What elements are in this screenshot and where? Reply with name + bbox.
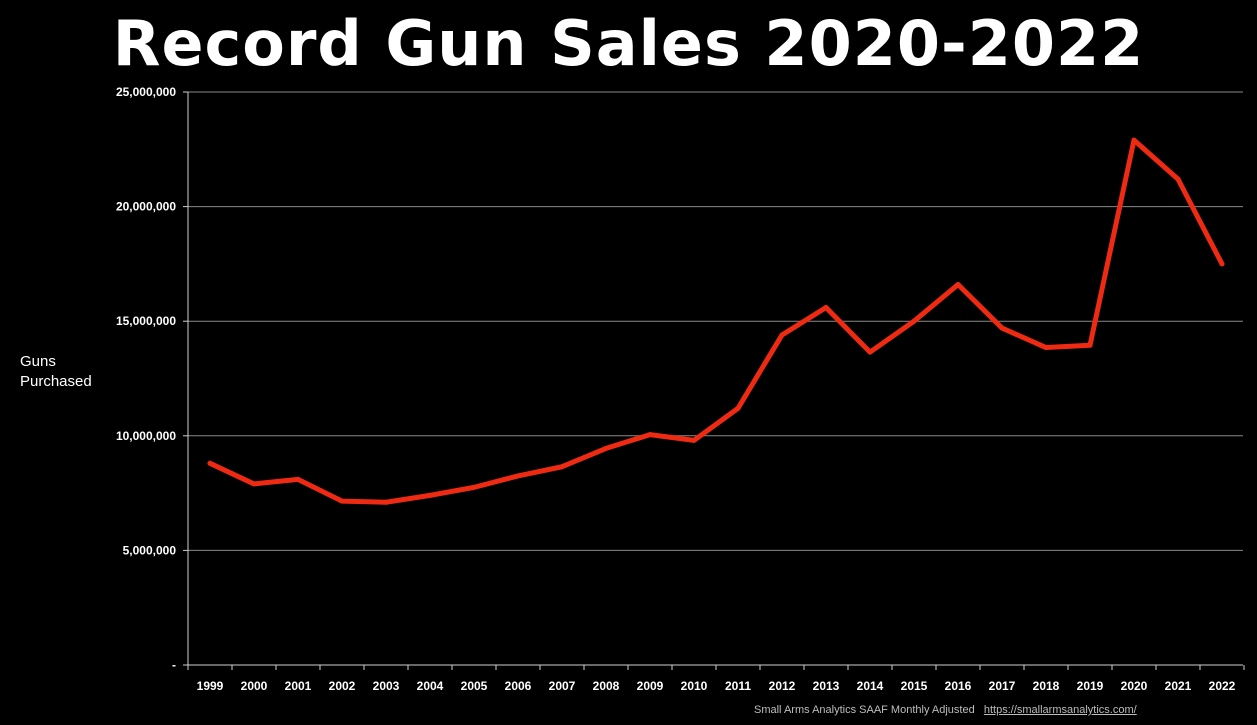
x-tick-label: 2019 [1077,679,1104,693]
data-point [647,432,653,438]
axes [183,91,1245,670]
data-point [867,349,873,355]
x-tick-label: 2004 [417,679,444,693]
y-tick-label: 10,000,000 [116,429,176,443]
data-point [1131,137,1137,143]
data-point [383,499,389,505]
data-point [999,325,1005,331]
x-tick-label: 2015 [901,679,928,693]
x-tick-label: 2003 [373,679,400,693]
x-tick-label: 2001 [285,679,312,693]
y-axis-label: Guns Purchased [20,352,92,392]
x-tick-label: 2009 [637,679,664,693]
source-note: Small Arms Analytics SAAF Monthly Adjust… [754,704,1137,716]
y-axis-label-line-1: Guns [20,353,56,370]
x-tick-label: 2012 [769,679,796,693]
data-point [427,492,433,498]
y-tick-label: 20,000,000 [116,200,176,214]
x-tick-label: 2014 [857,679,884,693]
source-link[interactable]: https://smallarmsanalytics.com/ [983,704,1137,716]
x-tick-label: 2005 [461,679,488,693]
x-tick-label: 2007 [549,679,576,693]
x-tick-label: 2017 [989,679,1016,693]
data-point [735,405,741,411]
data-point [251,481,257,487]
x-tick-label: 2016 [945,679,972,693]
x-tick-labels: 1999 2000 2001 2002 2003 2004 2005 2006 2007 2008… [197,679,1236,693]
data-point [1219,261,1225,267]
gridlines [188,91,1243,551]
data-point [295,476,301,482]
chart-title: Record Gun Sales 2020-2022 [112,7,1145,80]
source-text: Small Arms Analytics SAAF Monthly Adjust… [754,704,975,716]
y-tick-label: 5,000,000 [123,543,177,557]
y-tick-labels: - 5,000,000 10,000,000 15,000,000 20,000,000… [116,85,176,672]
series-group [207,137,1225,505]
data-point [603,445,609,451]
y-axis-label-line-2: Purchased [20,373,92,390]
x-tick-label: 1999 [197,679,224,693]
series-line [207,137,1225,505]
x-tick-label: 2020 [1121,679,1148,693]
data-point [911,318,917,324]
data-point [823,304,829,310]
x-tick-label: 2010 [681,679,708,693]
data-point [515,473,521,479]
data-point [955,282,961,288]
data-point [1043,345,1049,351]
x-tick-label: 2021 [1165,679,1192,693]
x-tick-label: 2002 [329,679,356,693]
x-tick-label: 2018 [1033,679,1060,693]
data-point [471,484,477,490]
data-point [207,460,213,466]
data-point [1175,176,1181,182]
data-point [691,437,697,443]
data-point [779,332,785,338]
data-point [559,464,565,470]
x-tick-label: 2013 [813,679,840,693]
x-tick-label: 2000 [241,679,268,693]
data-point [1087,342,1093,348]
data-point [339,498,345,504]
x-tick-label: 2011 [725,679,751,693]
y-tick-label: - [172,658,176,672]
x-tick-label: 2008 [593,679,620,693]
y-tick-label: 15,000,000 [116,314,176,328]
x-tick-label: 2006 [505,679,532,693]
x-tick-label: 2022 [1209,679,1236,693]
y-tick-label: 25,000,000 [116,85,176,99]
